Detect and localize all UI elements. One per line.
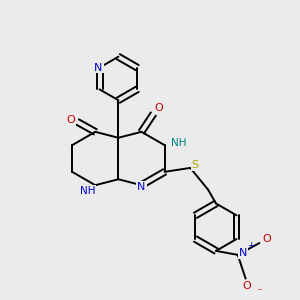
Text: N: N (137, 182, 146, 192)
Text: N: N (238, 248, 247, 258)
Text: +: + (247, 242, 254, 250)
Text: O: O (66, 115, 75, 125)
Text: O: O (154, 103, 163, 113)
Text: O: O (242, 281, 251, 292)
Text: NH: NH (171, 138, 186, 148)
Text: N: N (94, 63, 103, 73)
Text: ⁻: ⁻ (256, 287, 262, 297)
Text: S: S (192, 160, 199, 170)
Text: NH: NH (80, 186, 95, 196)
Text: O: O (262, 234, 271, 244)
